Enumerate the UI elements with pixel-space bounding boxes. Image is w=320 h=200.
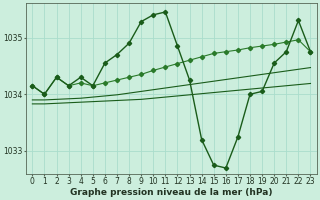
X-axis label: Graphe pression niveau de la mer (hPa): Graphe pression niveau de la mer (hPa): [70, 188, 273, 197]
